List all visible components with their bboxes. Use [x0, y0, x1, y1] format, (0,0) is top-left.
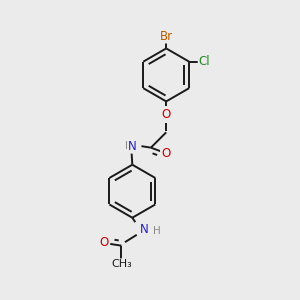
Text: O: O — [162, 108, 171, 121]
Text: O: O — [99, 236, 108, 249]
Text: Cl: Cl — [199, 55, 210, 68]
Text: H: H — [153, 226, 161, 236]
Text: H: H — [125, 141, 133, 151]
Text: CH₃: CH₃ — [111, 259, 132, 269]
Text: N: N — [140, 223, 148, 236]
Text: N: N — [128, 140, 137, 153]
Text: Br: Br — [160, 30, 173, 43]
Text: O: O — [161, 147, 170, 160]
